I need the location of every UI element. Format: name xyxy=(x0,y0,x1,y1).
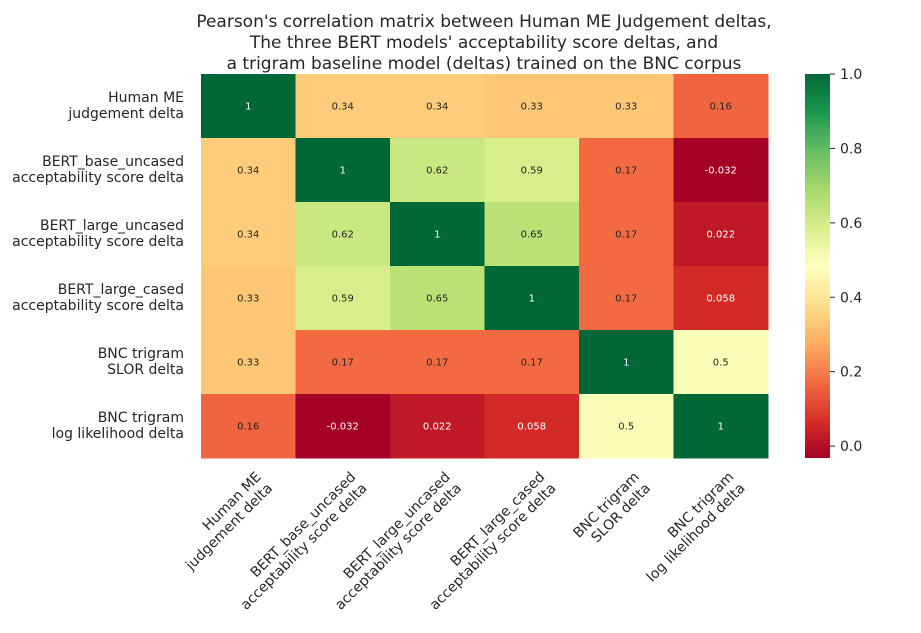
colorbar-gradient xyxy=(805,74,830,458)
cell-annotation: 0.34 xyxy=(237,230,259,241)
row-label: BERT_large_cased acceptability score delt… xyxy=(12,282,184,314)
heatmap-cell xyxy=(484,394,580,459)
cell-annotation: 0.17 xyxy=(615,230,637,241)
heatmap-cell xyxy=(390,74,485,139)
heatmap-cells: 1 0.34 0.34 0.33 0.33 0.16 0.34 1 0.62 0.59 0.17 -0… xyxy=(201,74,769,459)
cell-annotation: 0.62 xyxy=(426,166,448,177)
heatmap-cell xyxy=(673,266,769,331)
heatmap-cell xyxy=(579,202,674,267)
heatmap-cell xyxy=(390,266,485,331)
row-label: BNC trigram SLOR delta xyxy=(98,346,184,378)
colorbar-tick-label: 0.4 xyxy=(840,290,862,306)
cell-annotation: 0.59 xyxy=(521,166,543,177)
heatmap-cell xyxy=(201,266,296,331)
cell-annotation: 0.5 xyxy=(618,422,634,433)
heatmap-cell xyxy=(673,330,769,395)
colorbar-tick-label: 0.8 xyxy=(840,141,862,157)
colorbar-tick-label: 0.2 xyxy=(840,365,862,381)
cell-annotation: 0.33 xyxy=(237,358,259,369)
heatmap-cell xyxy=(390,138,485,203)
heatmap-cell xyxy=(201,202,296,267)
colorbar: 0.0 0.2 0.4 0.6 0.8 1.0 xyxy=(805,67,862,458)
cell-annotation: 0.022 xyxy=(706,230,735,241)
heatmap-cell xyxy=(295,74,391,139)
heatmap-cell xyxy=(673,394,769,459)
cell-annotation: 0.16 xyxy=(710,102,732,113)
row-label: BERT_base_uncased acceptability score del… xyxy=(12,154,184,186)
cell-annotation: 1 xyxy=(434,230,440,241)
heatmap-cell xyxy=(673,74,769,139)
heatmap-cell xyxy=(295,330,391,395)
cell-annotation: 0.17 xyxy=(615,294,637,305)
cell-annotation: 0.5 xyxy=(713,358,729,369)
heatmap-cell xyxy=(484,330,580,395)
cell-annotation: 0.17 xyxy=(426,358,448,369)
title-line-1: Pearson's correlation matrix between Hum… xyxy=(196,12,771,32)
cell-annotation: 0.17 xyxy=(615,166,637,177)
cell-annotation: 0.62 xyxy=(332,230,354,241)
heatmap-cell xyxy=(579,138,674,203)
cell-annotation: 0.59 xyxy=(332,294,354,305)
heatmap-cell xyxy=(390,394,485,459)
row-labels: Human ME judgement delta BERT_base_uncased… xyxy=(12,90,184,442)
cell-annotation: 0.022 xyxy=(423,422,452,433)
cell-annotation: 0.65 xyxy=(426,294,448,305)
heatmap-cell xyxy=(201,74,296,139)
heatmap-cell xyxy=(579,330,674,395)
cell-annotation: 0.34 xyxy=(237,166,259,177)
colorbar-tick-label: 0.0 xyxy=(840,439,862,455)
column-label: BNC trigramlog likelihood delta xyxy=(632,469,748,585)
heatmap-cell xyxy=(579,266,674,331)
heatmap-cell xyxy=(201,138,296,203)
heatmap-cell xyxy=(295,202,391,267)
heatmap-cell xyxy=(295,394,391,459)
colorbar-tick-label: 0.6 xyxy=(840,216,862,232)
heatmap-cell xyxy=(484,138,580,203)
column-labels: Human MEjudgement deltaBERT_base_uncased… xyxy=(182,469,748,613)
heatmap-cell xyxy=(390,330,485,395)
chart-title: Pearson's correlation matrix between Hum… xyxy=(196,12,771,74)
row-label: BNC trigram log likelihood delta xyxy=(52,410,184,442)
column-label: BNC trigramSLOR delta xyxy=(570,469,654,553)
heatmap-cell xyxy=(484,266,580,331)
cell-annotation: 0.17 xyxy=(521,358,543,369)
cell-annotation: 1 xyxy=(245,102,251,113)
row-label: BERT_large_uncased acceptability score de… xyxy=(12,218,184,250)
cell-annotation: 0.65 xyxy=(521,230,543,241)
cell-annotation: 0.33 xyxy=(615,102,637,113)
cell-annotation: 0.058 xyxy=(706,294,735,305)
heatmap-cell xyxy=(390,202,485,267)
cell-annotation: 0.17 xyxy=(332,358,354,369)
cell-annotation: 0.33 xyxy=(521,102,543,113)
cell-annotation: 0.16 xyxy=(237,422,259,433)
cell-annotation: 1 xyxy=(718,422,724,433)
cell-annotation: 1 xyxy=(623,358,629,369)
colorbar-tick-label: 1.0 xyxy=(840,67,862,83)
heatmap-cell xyxy=(201,330,296,395)
heatmap-cell xyxy=(484,202,580,267)
heatmap-cell xyxy=(295,138,391,203)
heatmap-cell xyxy=(484,74,580,139)
heatmap-cell xyxy=(579,394,674,459)
title-line-3: a trigram baseline model (deltas) traine… xyxy=(227,54,742,74)
heatmap-cell xyxy=(673,202,769,267)
row-label: Human ME judgement delta xyxy=(67,90,184,122)
heatmap-cell xyxy=(579,74,674,139)
cell-annotation: 0.33 xyxy=(237,294,259,305)
cell-annotation: 0.34 xyxy=(332,102,354,113)
heatmap-cell xyxy=(201,394,296,459)
cell-annotation: 0.058 xyxy=(517,422,546,433)
title-line-2: The three BERT models' acceptability sco… xyxy=(249,33,718,53)
cell-annotation: 1 xyxy=(529,294,535,305)
cell-annotation: 1 xyxy=(340,166,346,177)
cell-annotation: -0.032 xyxy=(705,166,737,177)
heatmap-cell xyxy=(295,266,391,331)
cell-annotation: -0.032 xyxy=(327,422,359,433)
cell-annotation: 0.34 xyxy=(426,102,448,113)
heatmap-cell xyxy=(673,138,769,203)
